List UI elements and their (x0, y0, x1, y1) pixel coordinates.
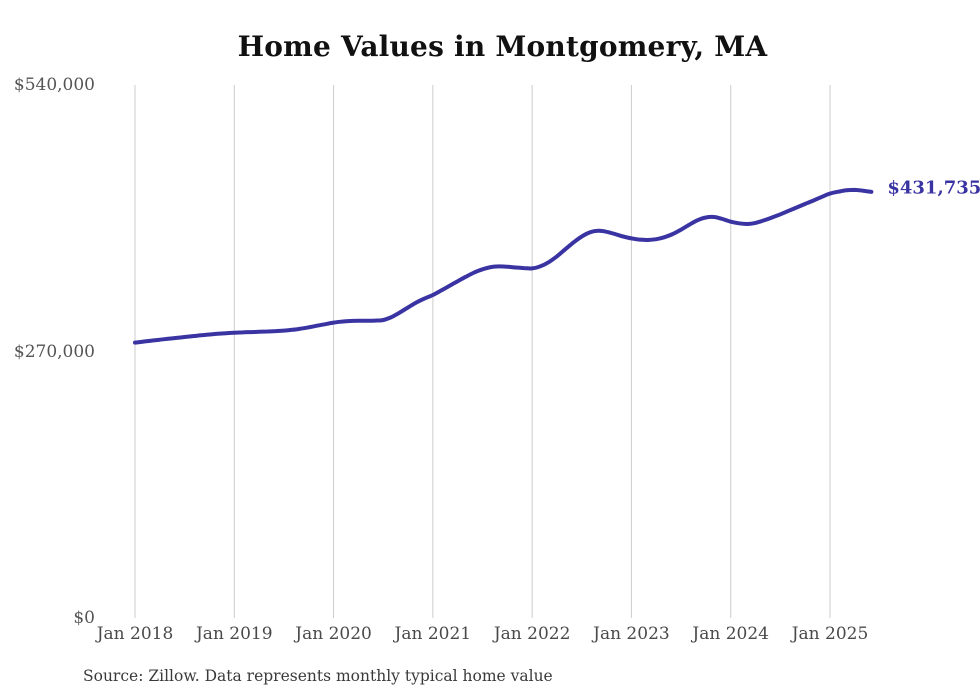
source-note: Source: Zillow. Data represents monthly … (83, 667, 553, 685)
x-axis-label: Jan 2025 (791, 624, 869, 644)
y-axis-label: $0 (73, 608, 95, 628)
x-axis-label: Jan 2023 (593, 624, 670, 644)
x-axis-label: Jan 2021 (394, 624, 472, 644)
x-axis-label: Jan 2020 (295, 624, 372, 644)
x-axis-label: Jan 2022 (493, 624, 571, 644)
home-value-line (133, 187, 874, 345)
x-axis-label: Jan 2024 (692, 624, 769, 644)
x-axis-label: Jan 2018 (96, 624, 174, 644)
y-axis-label: $540,000 (13, 75, 95, 95)
y-axis-label: $270,000 (13, 341, 95, 362)
chart-title: Home Values in Montgomery, MA (237, 30, 768, 63)
x-axis-label: Jan 2019 (195, 624, 273, 644)
end-value-label: $431,735 (887, 177, 980, 199)
